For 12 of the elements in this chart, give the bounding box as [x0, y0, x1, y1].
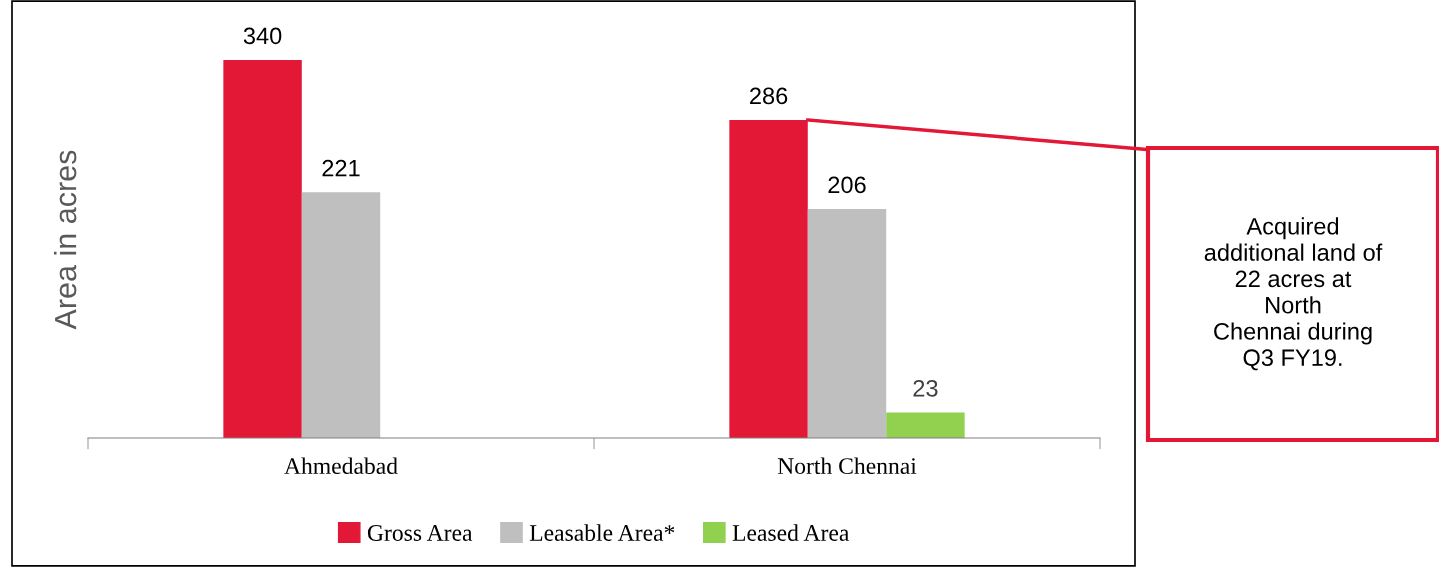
- legend-label: Leased Area: [732, 524, 850, 541]
- data-label: 221: [322, 159, 360, 177]
- x-tick-label: Ahmedabad: [284, 457, 398, 475]
- data-label: 206: [828, 176, 866, 194]
- data-label: 23: [913, 379, 938, 397]
- legend-label: Gross Area: [367, 525, 473, 541]
- y-axis-title: Area in acres: [53, 150, 77, 330]
- x-tick-label: North Chennai: [777, 457, 917, 475]
- data-label: 340: [243, 27, 282, 45]
- text: Acquired additional land of 22 acres at North Chennai during Q3 FY19.: [1204, 217, 1383, 371]
- legend-label: Leasable Area*: [529, 524, 675, 541]
- data-label: 286: [750, 87, 788, 105]
